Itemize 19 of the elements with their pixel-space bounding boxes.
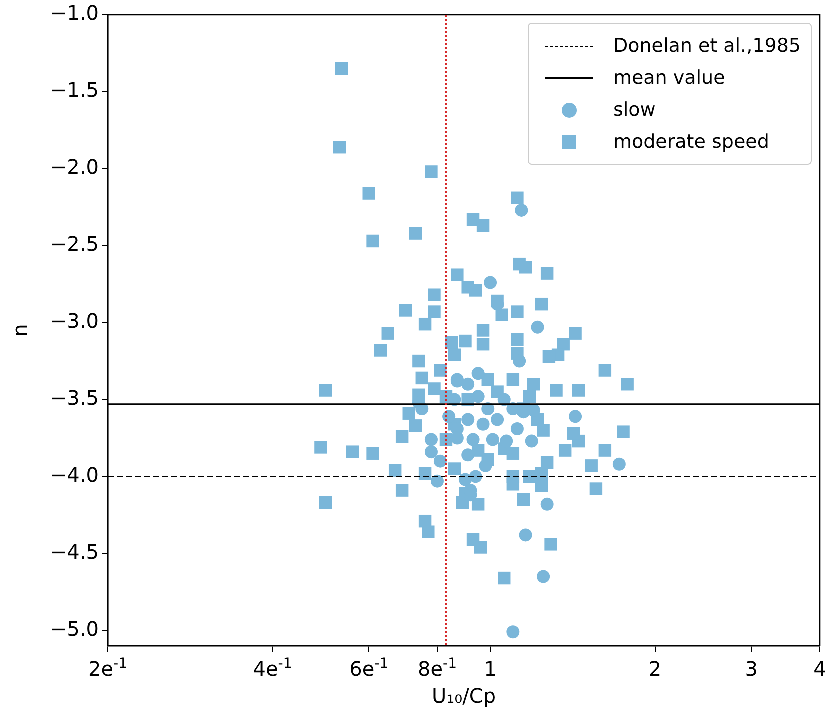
y-tick-label: −5.0 — [50, 616, 99, 641]
y-axis-title: n — [8, 324, 32, 337]
legend-label: mean value — [613, 67, 726, 89]
y-tick-label: −4.0 — [50, 462, 99, 487]
x-tick-label: 1 — [484, 657, 497, 681]
legend-label: Donelan et al.,1985 — [613, 35, 801, 57]
y-tick-label: −3.0 — [50, 309, 99, 334]
y-tick-label: −1.0 — [50, 1, 99, 26]
y-tick-label: −4.5 — [50, 540, 99, 564]
x-axis-title: U₁₀/Cp — [432, 684, 496, 708]
legend-label: moderate speed — [613, 131, 770, 153]
y-tick-label: −2.0 — [50, 155, 99, 180]
y-tick-label: −2.5 — [50, 232, 99, 256]
x-tick-label: 4 — [814, 657, 826, 681]
y-tick-label: −1.5 — [50, 78, 99, 102]
y-tick-label: −3.5 — [50, 386, 99, 410]
x-tick-label: 2 — [648, 657, 662, 681]
x-tick-label: 3 — [745, 657, 758, 681]
legend-label: slow — [613, 99, 656, 121]
